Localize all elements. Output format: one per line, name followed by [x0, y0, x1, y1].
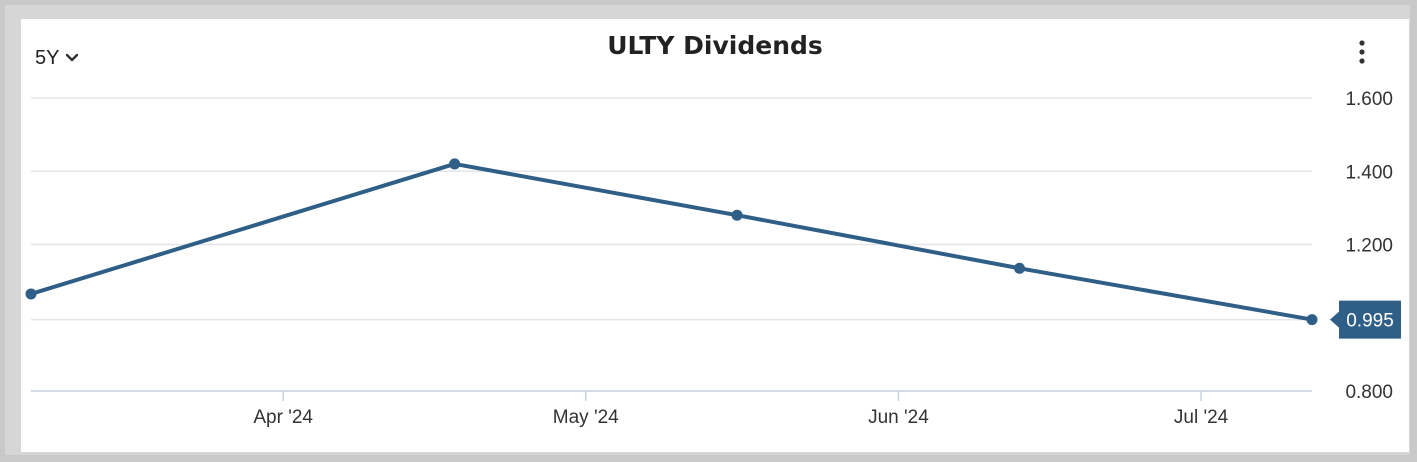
series-line: [29, 161, 1314, 322]
last-value-label: 0.995: [1346, 311, 1394, 332]
more-vertical-icon: [1359, 40, 1365, 64]
chart-card: 5Y ULTY Dividends Apr '24 May '24 Jun '24 J…: [21, 19, 1409, 452]
line-chart: Apr '24 May '24 Jun '24 Jul '24 0.800 1.200 1…: [25, 89, 1401, 428]
chart-menu-button[interactable]: [1351, 37, 1373, 67]
chart-title: ULTY Dividends: [607, 31, 823, 60]
range-selector-label: 5Y: [35, 46, 60, 69]
x-tick-label: Apr '24: [253, 407, 313, 428]
data-point[interactable]: [25, 288, 37, 300]
y-tick-label: 1.400: [1345, 162, 1393, 183]
last-value-badge: [1330, 300, 1401, 339]
chevron-down-icon: [66, 53, 79, 62]
data-point[interactable]: [1306, 314, 1318, 326]
x-tick-label: May '24: [553, 407, 619, 428]
range-selector[interactable]: 5Y: [35, 45, 79, 71]
data-point[interactable]: [449, 158, 461, 170]
y-tick-label: 0.800: [1345, 382, 1393, 403]
data-point[interactable]: [731, 209, 743, 221]
y-tick-label: 1.200: [1345, 236, 1393, 257]
data-point[interactable]: [1013, 262, 1025, 274]
x-tick-label: Jun '24: [868, 407, 929, 428]
outer-frame: 5Y ULTY Dividends Apr '24 May '24 Jun '24 J…: [5, 5, 1410, 455]
y-tick-label: 1.600: [1345, 89, 1393, 110]
x-tick-label: Jul '24: [1174, 407, 1229, 428]
